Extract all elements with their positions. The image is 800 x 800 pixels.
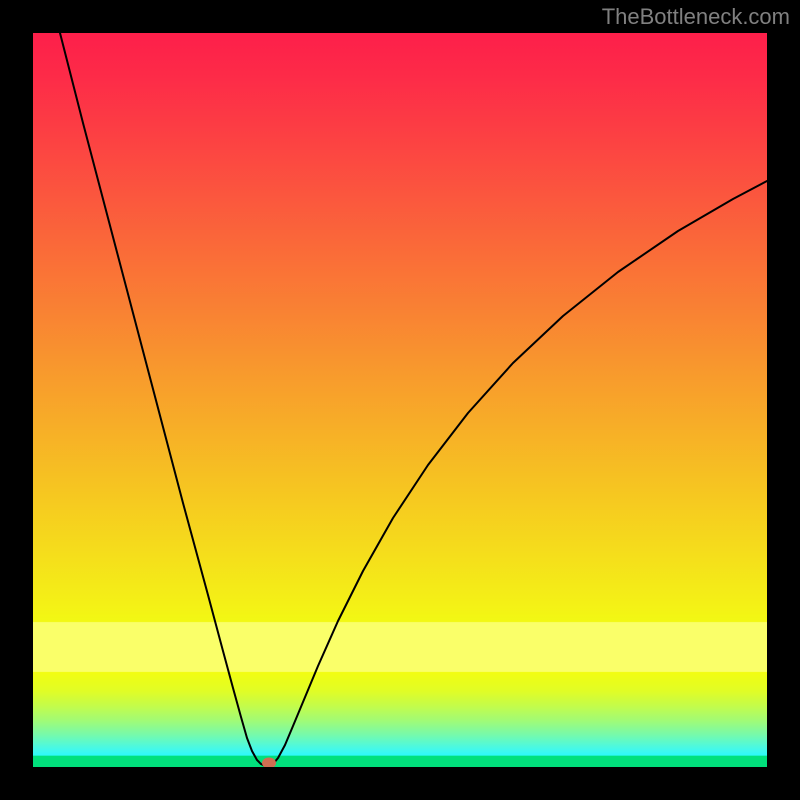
plot-area bbox=[33, 33, 767, 767]
chart-frame: TheBottleneck.com bbox=[0, 0, 800, 800]
minimum-marker bbox=[262, 758, 276, 768]
bottleneck-curve bbox=[33, 33, 767, 767]
watermark-text: TheBottleneck.com bbox=[602, 4, 790, 30]
